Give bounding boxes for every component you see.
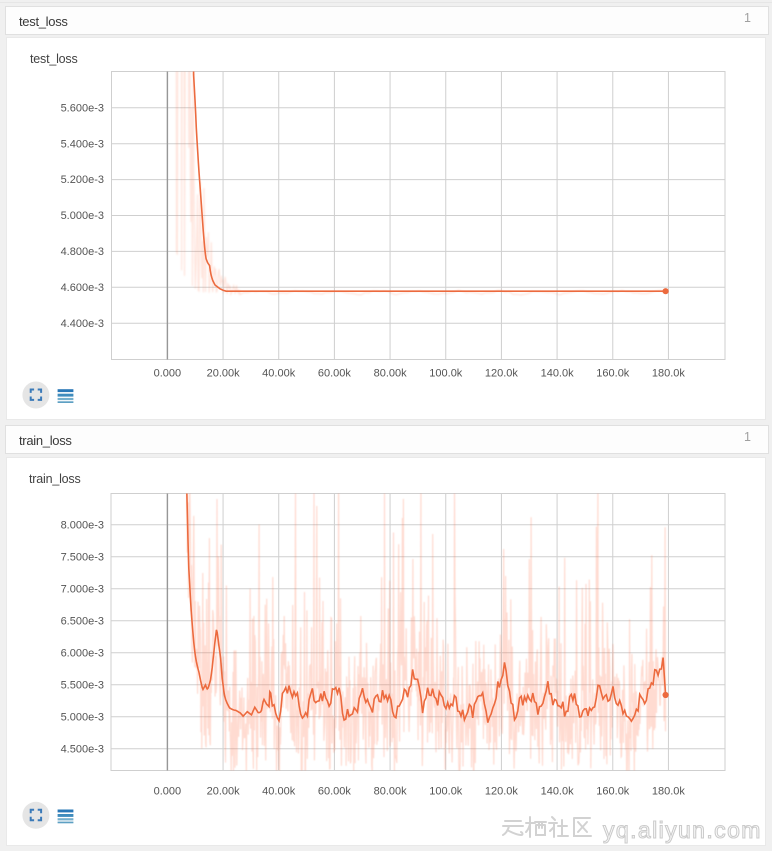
svg-text:180.0k: 180.0k [652, 786, 686, 798]
svg-text:0.000: 0.000 [154, 368, 182, 380]
svg-text:60.00k: 60.00k [318, 786, 352, 798]
svg-text:180.0k: 180.0k [652, 368, 686, 380]
svg-text:160.0k: 160.0k [596, 368, 630, 380]
svg-text:8.000e-3: 8.000e-3 [61, 519, 104, 531]
svg-text:60.00k: 60.00k [318, 368, 352, 380]
svg-text:80.00k: 80.00k [374, 368, 408, 380]
svg-text:5.000e-3: 5.000e-3 [61, 210, 104, 222]
svg-text:40.00k: 40.00k [262, 786, 296, 798]
svg-text:80.00k: 80.00k [374, 786, 408, 798]
svg-text:7.000e-3: 7.000e-3 [61, 583, 104, 595]
svg-text:6.000e-3: 6.000e-3 [61, 647, 104, 659]
svg-text:5.000e-3: 5.000e-3 [61, 711, 104, 723]
svg-text:4.400e-3: 4.400e-3 [61, 318, 104, 330]
svg-text:120.0k: 120.0k [485, 368, 519, 380]
svg-text:20.00k: 20.00k [207, 786, 241, 798]
svg-text:40.00k: 40.00k [262, 368, 296, 380]
svg-text:5.200e-3: 5.200e-3 [61, 174, 104, 186]
svg-text:5.400e-3: 5.400e-3 [61, 138, 104, 150]
svg-text:100.0k: 100.0k [429, 786, 463, 798]
svg-text:5.600e-3: 5.600e-3 [61, 102, 104, 114]
svg-text:100.0k: 100.0k [429, 368, 463, 380]
svg-text:120.0k: 120.0k [485, 786, 519, 798]
svg-text:5.500e-3: 5.500e-3 [61, 679, 104, 691]
svg-text:4.800e-3: 4.800e-3 [61, 246, 104, 258]
svg-text:160.0k: 160.0k [596, 786, 630, 798]
svg-text:140.0k: 140.0k [541, 786, 575, 798]
svg-text:0.000: 0.000 [154, 786, 182, 798]
svg-text:20.00k: 20.00k [207, 368, 241, 380]
svg-text:140.0k: 140.0k [541, 368, 575, 380]
svg-text:7.500e-3: 7.500e-3 [61, 551, 104, 563]
svg-text:6.500e-3: 6.500e-3 [61, 615, 104, 627]
svg-text:4.500e-3: 4.500e-3 [61, 743, 104, 755]
svg-text:4.600e-3: 4.600e-3 [61, 282, 104, 294]
